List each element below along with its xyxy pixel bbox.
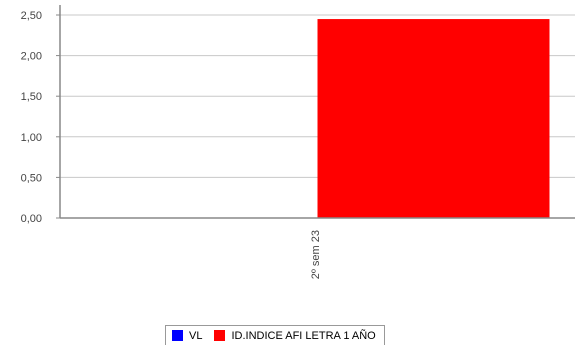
bar-indice-afi <box>317 19 550 219</box>
legend-label-indice: ID.INDICE AFI LETRA 1 AÑO <box>231 329 376 342</box>
y-axis-ticks: 0,00 0,50 1,00 1,50 2,00 2,50 <box>21 10 60 225</box>
bars <box>317 19 550 219</box>
x-tick-label: 2º sem 23 <box>310 230 322 279</box>
legend-item-vl: VL <box>172 330 202 342</box>
y-tick-label: 2,00 <box>21 51 42 63</box>
legend-item-indice: ID.INDICE AFI LETRA 1 AÑO <box>214 329 376 342</box>
legend-swatch-vl <box>172 330 183 341</box>
y-tick-label: 2,50 <box>21 10 42 22</box>
legend-label-vl: VL <box>189 329 203 342</box>
y-tick-label: 1,00 <box>21 132 42 144</box>
chart: 0,00 0,50 1,00 1,50 2,00 2,50 2º sem 23 <box>21 5 575 279</box>
y-tick-label: 0,00 <box>21 213 42 225</box>
y-tick-label: 0,50 <box>21 172 42 184</box>
legend: VL ID.INDICE AFI LETRA 1 AÑO <box>165 325 385 345</box>
legend-swatch-indice <box>214 330 226 341</box>
y-tick-label: 1,50 <box>21 91 42 103</box>
